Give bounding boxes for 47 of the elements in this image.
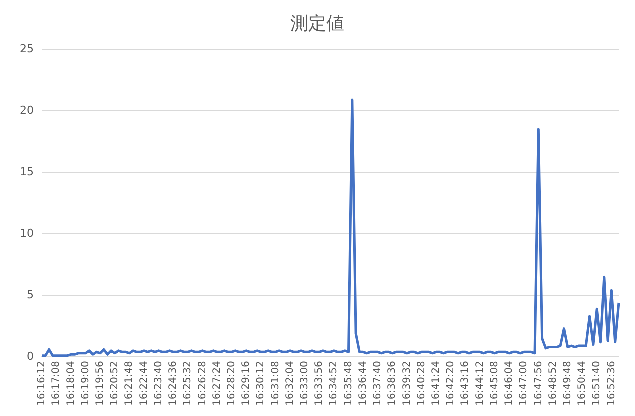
x-tick-label: 16:48:52 <box>548 361 559 406</box>
x-tick-label: 16:36:44 <box>358 361 369 406</box>
x-tick-label: 16:28:20 <box>226 361 238 406</box>
x-tick-label: 16:21:48 <box>124 361 136 406</box>
x-tick-label: 16:47:00 <box>518 361 530 406</box>
x-tick-label: 16:45:08 <box>489 361 500 406</box>
x-tick-label: 16:18:04 <box>66 361 77 406</box>
x-tick-label: 16:27:24 <box>212 361 223 406</box>
x-tick-label: 16:39:32 <box>402 361 413 406</box>
x-tick-label: 16:33:00 <box>300 361 311 406</box>
x-tick-label: 16:32:04 <box>284 361 296 406</box>
x-tick-label: 16:25:32 <box>182 361 194 406</box>
x-tick-label: 16:33:56 <box>314 361 326 406</box>
x-tick-label: 16:42:20 <box>446 361 457 406</box>
y-tick-label: 20 <box>20 104 34 117</box>
x-tick-label: 16:40:28 <box>416 361 428 406</box>
x-tick-label: 16:20:52 <box>110 361 121 406</box>
chart-title: 測定値 <box>290 13 344 34</box>
x-tick-label: 16:41:24 <box>431 361 442 406</box>
x-tick-label: 16:19:00 <box>80 361 92 406</box>
x-tick-label: 16:46:04 <box>504 361 516 406</box>
x-tick-label: 16:31:08 <box>270 361 282 406</box>
x-tick-label: 16:24:36 <box>168 361 180 406</box>
x-tick-label: 16:37:40 <box>372 361 384 406</box>
x-tick-label: 16:16:12 <box>36 361 48 406</box>
x-tick-label: 16:47:56 <box>533 361 544 406</box>
y-tick-label: 0 <box>26 350 34 363</box>
x-tick-label: 16:35:48 <box>343 361 354 406</box>
x-tick-label: 16:22:44 <box>138 361 150 406</box>
y-tick-label: 15 <box>20 165 34 178</box>
x-tick-label: 16:52:36 <box>606 361 618 406</box>
x-tick-label: 16:50:44 <box>577 361 588 406</box>
x-tick-label: 16:34:52 <box>328 361 340 406</box>
y-tick-label: 5 <box>26 288 34 302</box>
x-tick-label: 16:38:36 <box>387 361 398 406</box>
x-tick-label: 16:17:08 <box>51 361 62 406</box>
y-tick-label: 10 <box>20 226 34 240</box>
x-tick-label: 16:30:12 <box>256 361 267 406</box>
x-tick-label: 16:43:16 <box>460 361 472 406</box>
x-tick-label: 16:23:40 <box>153 361 164 406</box>
y-tick-label: 25 <box>20 42 34 56</box>
x-tick-label: 16:26:28 <box>197 361 208 406</box>
x-tick-label: 16:29:16 <box>241 361 252 406</box>
x-tick-label: 16:19:56 <box>95 361 106 406</box>
x-tick-label: 16:49:48 <box>562 361 574 406</box>
x-tick-label: 16:51:40 <box>592 361 603 406</box>
x-tick-label: 16:44:12 <box>474 361 486 406</box>
